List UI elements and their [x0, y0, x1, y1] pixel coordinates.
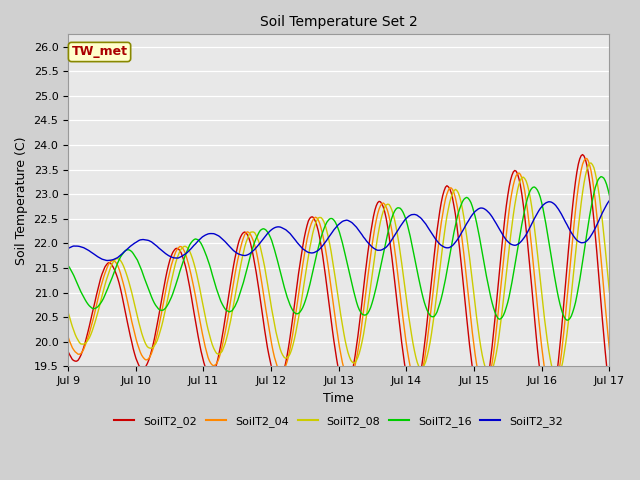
SoilT2_02	[531, 315, 538, 321]
SoilT2_16	[597, 174, 605, 180]
SoilT2_32	[532, 213, 540, 218]
SoilT2_04	[605, 347, 613, 352]
SoilT2_32	[83, 246, 90, 252]
SoilT2_02	[343, 384, 351, 390]
SoilT2_02	[100, 267, 108, 273]
SoilT2_04	[83, 339, 90, 345]
SoilT2_16	[563, 317, 571, 323]
SoilT2_04	[583, 156, 591, 161]
Line: SoilT2_32: SoilT2_32	[68, 201, 609, 261]
Line: SoilT2_02: SoilT2_02	[68, 155, 609, 408]
SoilT2_04	[64, 334, 72, 340]
SoilT2_08	[604, 275, 612, 280]
SoilT2_02	[83, 335, 90, 340]
SoilT2_02	[545, 405, 552, 411]
SoilT2_02	[579, 152, 586, 157]
Line: SoilT2_08: SoilT2_08	[68, 163, 609, 377]
SoilT2_04	[450, 190, 458, 196]
SoilT2_08	[450, 188, 458, 194]
SoilT2_02	[450, 203, 458, 209]
Text: TW_met: TW_met	[72, 46, 127, 59]
SoilT2_04	[548, 392, 556, 398]
SoilT2_04	[343, 372, 351, 378]
SoilT2_32	[104, 258, 111, 264]
SoilT2_32	[100, 257, 108, 263]
SoilT2_04	[531, 274, 538, 279]
Legend: SoilT2_02, SoilT2_04, SoilT2_08, SoilT2_16, SoilT2_32: SoilT2_02, SoilT2_04, SoilT2_08, SoilT2_…	[110, 412, 568, 432]
SoilT2_16	[64, 263, 72, 268]
Title: Soil Temperature Set 2: Soil Temperature Set 2	[260, 15, 418, 29]
SoilT2_16	[343, 258, 351, 264]
SoilT2_16	[100, 296, 108, 301]
SoilT2_16	[604, 187, 612, 192]
SoilT2_16	[450, 229, 458, 235]
SoilT2_02	[605, 387, 613, 393]
SoilT2_32	[344, 217, 352, 223]
Y-axis label: Soil Temperature (C): Soil Temperature (C)	[15, 136, 28, 264]
SoilT2_08	[83, 339, 90, 345]
SoilT2_08	[588, 160, 595, 166]
SoilT2_08	[343, 344, 351, 350]
SoilT2_08	[554, 374, 561, 380]
SoilT2_08	[531, 226, 538, 231]
SoilT2_08	[100, 288, 108, 293]
SoilT2_32	[605, 198, 613, 204]
SoilT2_16	[531, 184, 538, 190]
X-axis label: Time: Time	[323, 392, 354, 405]
SoilT2_32	[603, 202, 611, 208]
SoilT2_32	[452, 240, 460, 245]
Line: SoilT2_16: SoilT2_16	[68, 177, 609, 320]
SoilT2_02	[604, 376, 612, 382]
SoilT2_02	[64, 349, 72, 355]
SoilT2_04	[604, 333, 612, 338]
SoilT2_16	[83, 299, 90, 305]
Line: SoilT2_04: SoilT2_04	[68, 158, 609, 395]
SoilT2_08	[64, 310, 72, 315]
SoilT2_16	[605, 192, 613, 198]
SoilT2_04	[100, 275, 108, 281]
SoilT2_08	[605, 289, 613, 295]
SoilT2_32	[64, 245, 72, 251]
